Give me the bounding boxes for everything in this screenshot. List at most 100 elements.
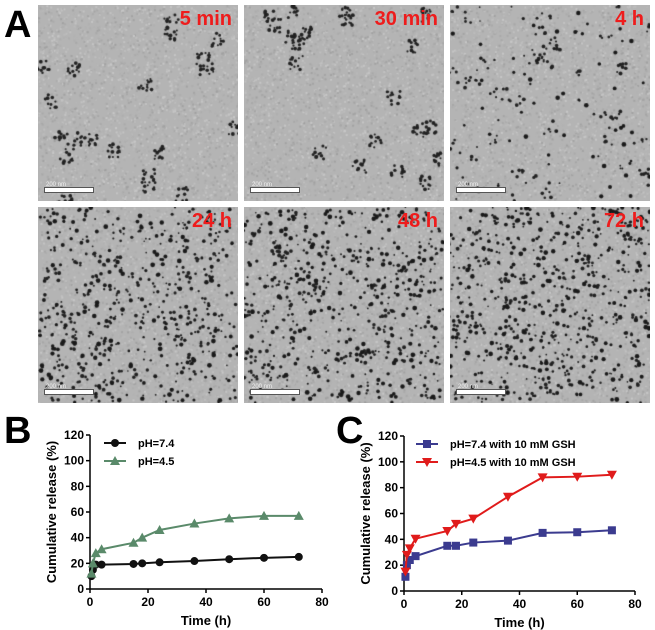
scale-bar-label: 200 nm — [46, 384, 67, 390]
data-point — [450, 519, 461, 529]
chart-b: 0 20 40 60 80 0 20 40 60 80 100 120 Time (h) Cumulati… — [44, 428, 329, 628]
y-tick-label: 100 — [378, 455, 398, 469]
data-point — [97, 560, 106, 569]
data-point — [155, 558, 164, 567]
tem-image-5: 48 h 200 nm — [244, 207, 444, 403]
x-axis-label: Time (h) — [181, 613, 231, 628]
tem-image-6: 72 h 200 nm — [450, 207, 650, 403]
scale-bar — [44, 187, 94, 193]
data-point — [96, 544, 107, 554]
scale-bar-label: 200 nm — [458, 182, 479, 188]
x-tick-label: 0 — [87, 595, 94, 609]
data-point — [443, 541, 452, 550]
panel-label-a: A — [4, 4, 32, 46]
y-tick-label: 20 — [71, 556, 85, 570]
y-axis-label: Cumulative release (%) — [358, 442, 373, 584]
x-tick-label: 80 — [315, 595, 329, 609]
data-point — [189, 518, 200, 528]
data-point — [411, 552, 420, 561]
data-point — [607, 526, 616, 535]
tem-micrograph — [450, 5, 650, 201]
data-point — [154, 524, 165, 534]
y-tick-label: 40 — [385, 532, 399, 546]
time-label: 4 h — [615, 8, 644, 30]
data-point — [224, 513, 235, 523]
y-tick-label: 40 — [71, 531, 85, 545]
data-point — [260, 553, 268, 562]
scale-bar — [250, 187, 300, 193]
tem-image-2: 30 min 200 nm — [244, 5, 444, 201]
x-tick-label: 20 — [141, 595, 155, 609]
legend-marker — [423, 440, 431, 448]
scale-bar — [456, 187, 506, 193]
data-point — [503, 536, 512, 545]
tem-micrograph — [38, 207, 238, 403]
y-tick-label: 80 — [71, 479, 85, 493]
scale-bar-label: 200 nm — [46, 182, 67, 188]
data-point — [137, 532, 148, 542]
data-point — [442, 526, 453, 536]
data-point — [293, 510, 304, 520]
data-point — [468, 514, 479, 524]
data-point — [410, 534, 421, 544]
tem-image-4: 24 h 200 nm — [38, 207, 238, 403]
tem-micrograph — [244, 5, 444, 201]
data-point — [225, 555, 234, 564]
time-label: 48 h — [397, 210, 438, 232]
series-1 — [87, 552, 303, 581]
x-tick-label: 60 — [257, 595, 271, 609]
data-point — [90, 548, 101, 558]
data-point — [502, 492, 513, 502]
data-point — [572, 472, 583, 482]
legend-label: pH=4.5 with 10 mM GSH — [450, 457, 576, 469]
tem-micrograph — [244, 207, 444, 403]
y-tick-label: 60 — [71, 505, 85, 519]
data-point — [573, 528, 582, 537]
time-label: 72 h — [603, 210, 644, 232]
tem-image-3: 4 h 200 nm — [450, 5, 650, 201]
chart-c: 0 20 40 60 80 0 20 40 60 80 100 120 Time (h) Cumulati… — [358, 429, 642, 630]
data-point — [86, 568, 97, 578]
legend-marker — [110, 456, 120, 465]
data-point — [401, 572, 410, 581]
y-tick-label: 0 — [77, 582, 84, 596]
y-axis-label: Cumulative release (%) — [44, 441, 59, 583]
x-axis-label: Time (h) — [494, 615, 544, 630]
data-point — [128, 537, 139, 547]
data-point — [451, 541, 460, 550]
y-tick-label: 60 — [385, 507, 399, 521]
legend-marker — [111, 439, 119, 447]
scale-bar — [44, 389, 94, 395]
data-point — [537, 473, 548, 483]
data-point — [129, 559, 138, 568]
scale-bar-label: 200 nm — [458, 384, 479, 390]
series-2 — [86, 510, 304, 578]
scale-bar — [456, 389, 506, 395]
time-label: 24 h — [191, 210, 232, 232]
scale-bar-label: 200 nm — [252, 384, 273, 390]
tem-micrograph — [38, 5, 238, 201]
legend-label: pH=4.5 — [138, 456, 174, 468]
data-point — [87, 558, 98, 568]
y-tick-label: 100 — [64, 454, 84, 468]
data-point — [294, 552, 303, 561]
data-point — [259, 510, 269, 520]
data-point — [400, 567, 411, 577]
y-tick-label: 0 — [391, 584, 398, 598]
data-point — [538, 528, 547, 537]
y-tick-label: 120 — [64, 428, 84, 442]
data-point — [190, 557, 199, 566]
series-2 — [400, 470, 617, 577]
series-line — [404, 473, 612, 572]
data-point — [469, 538, 478, 547]
data-point — [401, 550, 412, 560]
legend-label: pH=7.4 with 10 mM GSH — [450, 439, 576, 451]
data-point — [405, 556, 414, 564]
y-tick-label: 80 — [385, 481, 399, 495]
x-tick-label: 80 — [628, 597, 642, 611]
x-tick-label: 60 — [571, 597, 585, 611]
data-point — [138, 559, 147, 568]
x-tick-label: 40 — [199, 595, 213, 609]
legend-label: pH=7.4 — [138, 438, 175, 450]
